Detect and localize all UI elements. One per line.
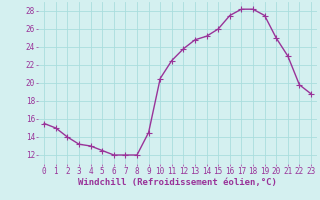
X-axis label: Windchill (Refroidissement éolien,°C): Windchill (Refroidissement éolien,°C)	[78, 178, 277, 187]
